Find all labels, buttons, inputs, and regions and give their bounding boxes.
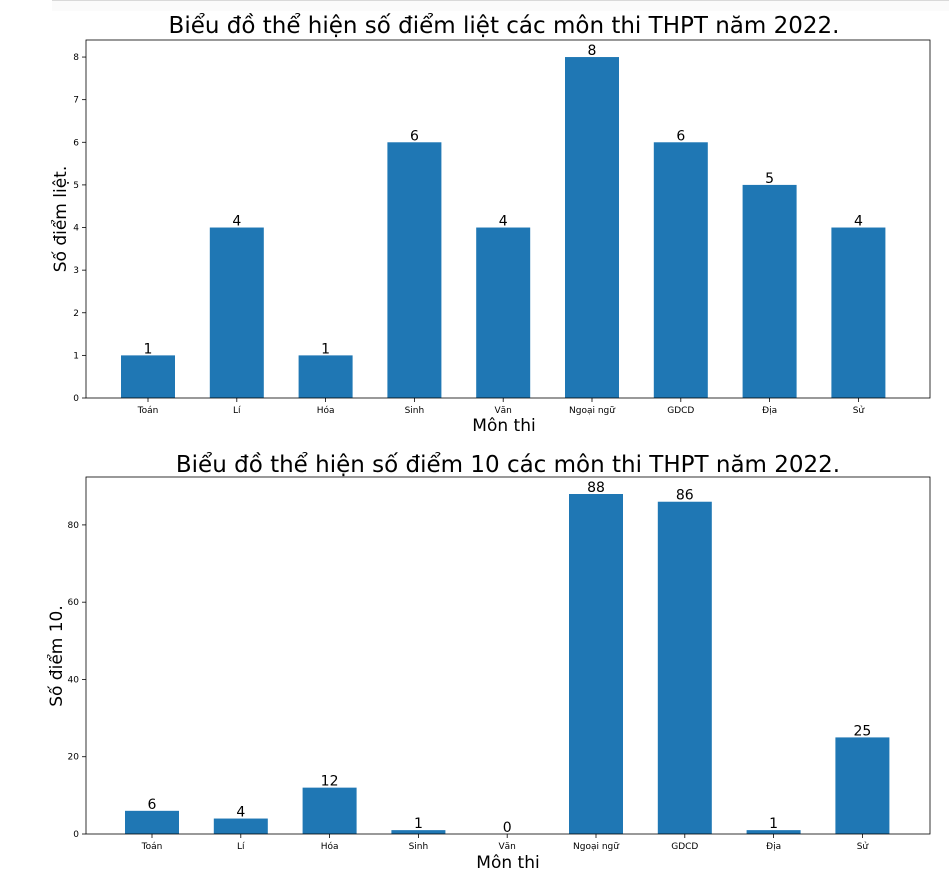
x-tick-label-6: GDCD [671,842,698,852]
y-axis-ticks: 0 20 40 60 80 [68,521,86,840]
y-tick-label-4: 80 [68,521,80,531]
x-axis-label: Môn thi [472,416,535,436]
cell-top-border [52,0,949,11]
bar-3 [387,142,442,398]
y-axis-ticks: 0 1 2 3 4 5 6 7 8 [73,53,86,404]
y-tick-label-3: 60 [68,598,80,608]
bar-7 [746,830,801,834]
x-tick-label-4: Văn [495,406,512,416]
x-tick-label-4: Văn [499,842,516,852]
x-tick-label-1: Lí [237,842,245,852]
y-tick-label-0: 0 [73,830,79,840]
data-label-8: 25 [853,723,871,739]
data-label-4: 4 [499,214,508,230]
x-tick-label-6: GDCD [667,406,694,416]
data-label-8: 4 [854,214,863,230]
chart-dead-scores: Biểu đồ thể hiện số điểm liệt các môn th… [50,13,931,436]
x-tick-label-5: Ngoại ngữ [569,406,616,416]
x-tick-label-5: Ngoại ngữ [573,842,620,852]
data-label-6: 6 [676,128,685,144]
x-tick-label-8: Sử [857,841,870,852]
data-label-7: 1 [769,816,778,832]
y-tick-label-1: 20 [68,753,80,763]
data-label-6: 86 [676,488,694,504]
bar-5 [565,57,619,399]
bar-0 [125,810,179,834]
bar-2 [302,787,357,834]
plot-frame [85,39,931,399]
y-tick-label-8: 8 [73,53,79,63]
data-label-group: 6 4 12 1 0 88 86 1 25 [148,480,872,836]
y-tick-label-1: 1 [73,351,79,361]
x-tick-label-2: Hóa [321,841,339,852]
x-tick-label-3: Sinh [405,406,425,416]
data-label-7: 5 [765,171,774,187]
bar-8 [835,737,890,834]
plot-frame [85,476,931,835]
data-label-2: 1 [321,341,330,357]
x-tick-label-8: Sử [853,405,866,416]
y-tick-label-4: 4 [73,224,79,234]
chart-title: Biểu đồ thể hiện số điểm 10 các môn thi … [176,452,840,478]
y-tick-label-6: 6 [73,138,79,148]
x-tick-label-0: Toán [137,406,159,416]
x-axis-label: Môn thi [476,853,539,873]
bar-8 [831,227,886,398]
bar-group [121,57,886,399]
y-tick-label-0: 0 [73,394,79,404]
bar-1 [209,227,264,398]
y-axis-label: Số điểm liệt. [50,166,71,273]
bar-0 [121,355,175,398]
bar-6 [657,501,712,834]
y-tick-label-2: 2 [73,309,79,319]
bar-5 [569,494,623,834]
data-label-group: 1 4 1 6 4 8 6 5 4 [144,43,863,357]
y-tick-label-7: 7 [73,96,79,106]
data-label-0: 1 [144,341,153,357]
data-label-2: 12 [321,774,339,790]
data-label-0: 6 [148,797,157,813]
bar-6 [653,142,708,398]
data-label-3: 6 [410,128,419,144]
x-tick-label-7: Địa [762,406,777,416]
x-tick-label-7: Địa [766,842,781,852]
bar-7 [742,184,797,398]
x-tick-label-3: Sinh [409,842,429,852]
bar-4 [476,227,531,398]
x-tick-label-0: Toán [141,842,163,852]
x-tick-label-1: Lí [233,406,241,416]
y-tick-label-2: 40 [68,675,80,685]
data-label-4: 0 [503,820,512,836]
y-tick-label-5: 5 [73,181,79,191]
chart-title: Biểu đồ thể hiện số điểm liệt các môn th… [169,13,840,39]
bar-3 [391,830,446,834]
x-axis-ticks: Toán Lí Hóa Sinh Văn Ngoại ngữ GDCD Địa Sử [141,834,870,852]
x-tick-label-2: Hóa [317,405,335,416]
data-label-5: 8 [588,43,597,59]
y-tick-label-3: 3 [73,266,79,276]
data-label-3: 1 [414,816,423,832]
bar-2 [298,355,353,398]
x-axis-ticks: Toán Lí Hóa Sinh Văn Ngoại ngữ GDCD Địa Sử [137,398,866,416]
bar-group [125,494,890,834]
data-label-5: 88 [587,480,605,496]
y-axis-label: Số điểm 10. [46,605,67,707]
data-label-1: 4 [232,214,241,230]
bar-1 [213,818,268,834]
data-label-1: 4 [236,805,245,821]
chart-perfect-scores: Biểu đồ thể hiện số điểm 10 các môn thi … [46,452,931,873]
